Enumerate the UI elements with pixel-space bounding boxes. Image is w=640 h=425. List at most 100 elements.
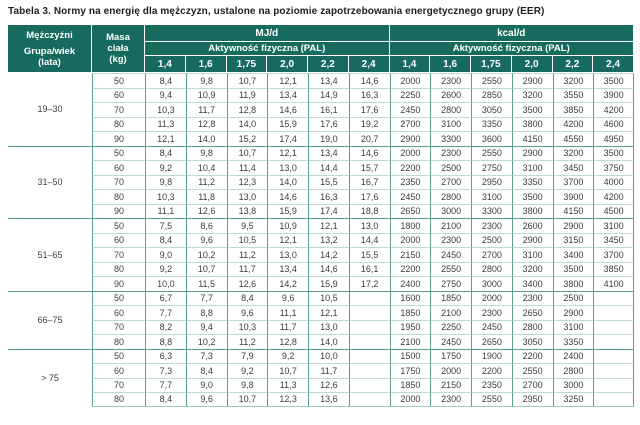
mj-cell: [348, 305, 390, 320]
pal-value-kcal: 1,75: [471, 56, 512, 73]
mj-cell: 11,3: [145, 116, 186, 131]
mj-cell: 10,3: [226, 319, 268, 334]
kcal-cell: 4200: [593, 102, 634, 117]
kcal-cell: 2800: [511, 319, 553, 334]
mj-cell: 16,3: [348, 87, 390, 102]
mj-cell: 12,6: [308, 377, 349, 392]
mass-cell: 90: [92, 131, 145, 146]
mj-cell: 13,2: [308, 232, 349, 247]
mass-cell: 70: [92, 319, 145, 334]
age-group-cell: 66–75: [8, 290, 92, 349]
pal-value-mj: 1,75: [226, 56, 268, 73]
mass-cell: 60: [92, 363, 145, 378]
kcal-cell: 1750: [430, 348, 471, 363]
table-row: > 75 50 6,3 7,3 7,9 9,2 10,0 1500 1750 1900 2200 24…: [8, 348, 634, 407]
kcal-cell: 3700: [593, 247, 634, 262]
mass-cell: 70: [92, 377, 145, 392]
mj-cell: 17,6: [308, 116, 349, 131]
mj-cell: 15,9: [308, 276, 349, 291]
table-row: 60 8,4 9,6 10,5 12,1 13,2 14,4 2000 2300 2500 2900…: [8, 232, 634, 247]
mj-cell: 10,7: [185, 261, 227, 276]
pal-value-mj: 2,4: [348, 56, 390, 73]
mj-cell: 11,1: [267, 305, 308, 320]
mj-cell: 10,3: [145, 102, 186, 117]
kcal-cell: 3500: [511, 189, 553, 204]
kcal-cell: 3500: [593, 145, 634, 160]
mass-cell: 60: [92, 160, 145, 175]
header-body-mass: Masa ciała (kg): [92, 25, 145, 73]
kcal-cell: 3900: [552, 189, 594, 204]
mj-cell: 11,2: [226, 247, 268, 262]
mj-cell: 16,1: [348, 261, 390, 276]
kcal-cell: 3200: [552, 73, 594, 88]
header-group-age: Mężczyźni Grupa/wiek (lata): [8, 25, 92, 73]
kcal-cell: 2500: [471, 232, 512, 247]
kcal-cell: 3000: [471, 276, 512, 291]
mj-cell: 11,9: [226, 87, 268, 102]
mj-cell: 7,3: [145, 363, 186, 378]
mj-cell: 12,1: [267, 73, 308, 88]
table-row: 60 7,3 8,4 9,2 10,7 11,7 1750 2000 2200 2550 2800: [8, 363, 634, 378]
mj-cell: 10,9: [267, 218, 308, 233]
kcal-cell: 2400: [552, 348, 594, 363]
mj-cell: 11,3: [267, 377, 308, 392]
mj-cell: 14,0: [267, 174, 308, 189]
kcal-cell: 3350: [552, 334, 594, 349]
kcal-cell: 2650: [471, 334, 512, 349]
kcal-cell: 2900: [389, 131, 431, 146]
mj-cell: 9,4: [145, 87, 186, 102]
mj-cell: 9,0: [145, 247, 186, 262]
header-group-age-line2: Grupa/wiek: [23, 45, 76, 57]
table-row: 80 11,3 12,8 14,0 15,9 17,6 19,2 2700 3100 3350 38…: [8, 116, 634, 131]
mj-cell: 12,8: [267, 334, 308, 349]
kcal-cell: [593, 319, 634, 334]
header-body-mass-line2: ciała: [107, 43, 129, 54]
kcal-cell: 1850: [389, 305, 431, 320]
mj-cell: 12,8: [226, 102, 268, 117]
kcal-cell: 1850: [389, 377, 431, 392]
mj-cell: 11,1: [145, 203, 186, 218]
table-row: 70 9,8 11,2 12,3 14,0 15,5 16,7 2350 2700 2950 335…: [8, 174, 634, 189]
table-row: 90 12,1 14,0 15,2 17,4 19,0 20,7 2900 3300 3600 41…: [8, 131, 634, 146]
kcal-cell: 2500: [552, 290, 594, 305]
mj-cell: 6,3: [145, 348, 186, 363]
mj-cell: 14,6: [267, 102, 308, 117]
kcal-cell: 3100: [471, 189, 512, 204]
kcal-cell: 2200: [389, 261, 431, 276]
mj-cell: 14,2: [267, 276, 308, 291]
kcal-cell: 1600: [389, 290, 431, 305]
mj-cell: 17,6: [348, 189, 390, 204]
mj-cell: [348, 348, 390, 363]
kcal-cell: 3750: [593, 160, 634, 175]
mass-cell: 50: [92, 348, 145, 363]
mj-cell: 8,4: [145, 73, 186, 88]
kcal-cell: 3100: [511, 160, 553, 175]
mj-cell: 13,0: [267, 247, 308, 262]
kcal-cell: 3100: [511, 247, 553, 262]
age-group-cell: 31–50: [8, 145, 92, 218]
kcal-cell: 2600: [511, 218, 553, 233]
mj-cell: 14,6: [348, 73, 390, 88]
mj-cell: 11,2: [226, 334, 268, 349]
pal-value-kcal: 2,4: [593, 56, 634, 73]
mass-cell: 90: [92, 203, 145, 218]
age-group-cell: 19–30: [8, 73, 92, 146]
kcal-cell: 3400: [552, 247, 594, 262]
kcal-cell: 3500: [552, 261, 594, 276]
pal-value-kcal: 1,6: [430, 56, 471, 73]
mj-cell: 10,7: [267, 363, 308, 378]
table-header: Mężczyźni Grupa/wiek (lata) Masa ciała (…: [8, 25, 634, 73]
mass-cell: 80: [92, 189, 145, 204]
mj-cell: 11,5: [185, 276, 227, 291]
header-row-pal-values: 1,4 1,6 1,75 2,0 2,2 2,4 1,4 1,6 1,75 2,…: [8, 56, 634, 73]
kcal-cell: 2000: [471, 290, 512, 305]
header-mj-unit: MJ/d: [145, 25, 390, 42]
table-row: 80 8,4 9,6 10,7 12,3 13,6 2000 2300 2550 2950 3250: [8, 392, 634, 407]
mj-cell: 10,2: [185, 334, 227, 349]
kcal-cell: 4200: [552, 116, 594, 131]
kcal-cell: 2000: [389, 145, 431, 160]
kcal-cell: 2000: [389, 392, 431, 407]
mj-cell: 19,0: [308, 131, 349, 146]
kcal-cell: 1850: [430, 290, 471, 305]
kcal-cell: 2300: [430, 392, 471, 407]
